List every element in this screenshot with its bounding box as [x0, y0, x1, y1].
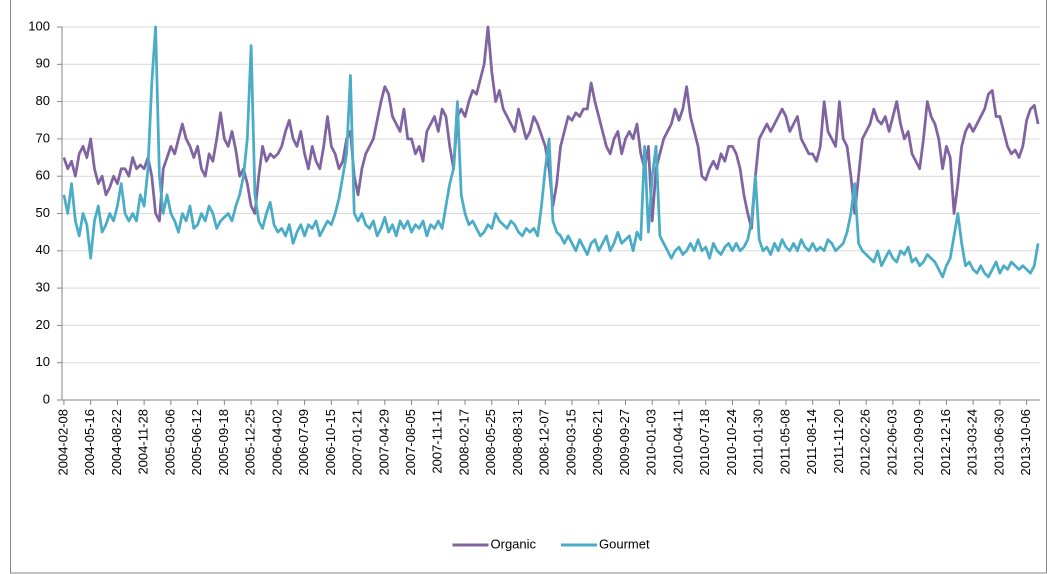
- y-tick-label: 30: [36, 280, 50, 295]
- x-tick-label: 2013-03-24: [965, 409, 980, 476]
- x-tick-label: 2007-04-29: [376, 409, 391, 476]
- x-tick-label: 2005-03-06: [162, 409, 177, 476]
- series-line: [62, 25, 1040, 279]
- x-tick-label: 2009-06-21: [590, 409, 605, 476]
- x-tick-label: 2009-09-27: [617, 409, 632, 476]
- legend-label: Organic: [491, 536, 537, 551]
- y-tick-label: 50: [36, 205, 50, 220]
- x-tick-label: 2012-12-16: [938, 409, 953, 476]
- x-tick-label: 2010-10-24: [724, 409, 739, 476]
- x-tick-label: 2009-03-15: [563, 409, 578, 476]
- y-tick-label: 80: [36, 93, 50, 108]
- x-tick-label: 2010-01-03: [644, 409, 659, 476]
- x-tick-label: 2011-05-08: [777, 409, 792, 475]
- x-tick-label: 2010-04-11: [670, 409, 685, 475]
- x-tick-label: 2007-08-05: [403, 409, 418, 476]
- x-tick-label: 2007-11-11: [430, 409, 445, 474]
- x-tick-label: 2004-05-16: [82, 409, 97, 476]
- x-tick-label: 2006-04-02: [269, 409, 284, 476]
- x-tick-label: 2008-08-31: [510, 409, 525, 476]
- x-tick-label: 2006-10-15: [323, 409, 338, 476]
- y-tick-label: 90: [36, 56, 50, 71]
- y-tick-label: 100: [28, 18, 50, 33]
- x-tick-label: 2011-08-14: [804, 409, 819, 475]
- legend: Organic Gourmet: [452, 536, 650, 551]
- y-tick-label: 10: [36, 354, 50, 369]
- y-tick-label: 40: [36, 242, 50, 257]
- x-tick-label: 2011-11-20: [831, 409, 846, 474]
- x-tick-label: 2008-02-17: [456, 409, 471, 476]
- x-tick-label: 2012-02-26: [858, 409, 873, 476]
- x-tick-label: 2005-12-25: [243, 409, 258, 476]
- x-tick-label: 2008-12-07: [537, 409, 552, 476]
- x-tick-label: 2007-01-21: [350, 409, 365, 476]
- x-tick-label: 2012-09-09: [911, 409, 926, 476]
- y-tick-label: 70: [36, 130, 50, 145]
- x-tick-label: 2004-08-22: [109, 409, 124, 476]
- x-tick-label: 2008-05-25: [483, 409, 498, 476]
- y-tick-label: 60: [36, 168, 50, 183]
- x-tick-label: 2005-06-12: [189, 409, 204, 476]
- y-tick-label: 20: [36, 317, 50, 332]
- legend-label: Gourmet: [599, 536, 650, 551]
- x-tick-label: 2010-07-18: [697, 409, 712, 476]
- y-tick-label: 0: [43, 391, 50, 406]
- x-tick-label: 2006-07-09: [296, 409, 311, 476]
- x-tick-label: 2004-11-28: [136, 409, 151, 475]
- x-tick-label: 2013-10-06: [1018, 409, 1033, 476]
- x-tick-label: 2004-02-08: [55, 409, 70, 476]
- x-tick-label: 2013-06-30: [991, 409, 1006, 476]
- x-tick-label: 2011-01-30: [751, 409, 766, 475]
- chart-frame: [10, 0, 1047, 574]
- x-tick-label: 2012-06-03: [884, 409, 899, 476]
- x-tick-label: 2005-09-18: [216, 409, 231, 476]
